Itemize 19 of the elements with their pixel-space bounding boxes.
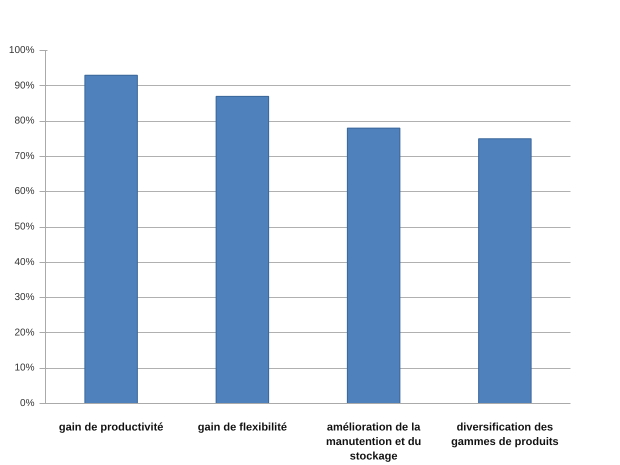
y-tick-label: 40% — [14, 256, 35, 268]
y-tick-label: 0% — [20, 398, 35, 409]
x-tick-label: diversification des gammes de produits — [451, 422, 559, 448]
y-tick-label: 80% — [14, 116, 35, 127]
x-tick-label: gain de flexibilité — [198, 422, 288, 434]
bar — [478, 138, 532, 404]
bar — [216, 96, 270, 404]
y-tick-label: 50% — [14, 222, 35, 232]
x-tick-label: gain de productivité — [58, 422, 164, 434]
y-tick-label: 30% — [14, 292, 35, 304]
y-tick-label: 10% — [14, 362, 35, 374]
y-tick-label: 60% — [14, 186, 35, 198]
bar — [84, 74, 138, 404]
x-tick-label: amélioration de la manutention et du stockage — [326, 422, 422, 462]
y-tick-label: 100% — [8, 45, 35, 56]
y-tick-label: 20% — [14, 327, 35, 338]
y-tick-label: 70% — [14, 150, 35, 162]
y-tick-label: 90% — [14, 80, 35, 92]
bar — [346, 128, 400, 404]
